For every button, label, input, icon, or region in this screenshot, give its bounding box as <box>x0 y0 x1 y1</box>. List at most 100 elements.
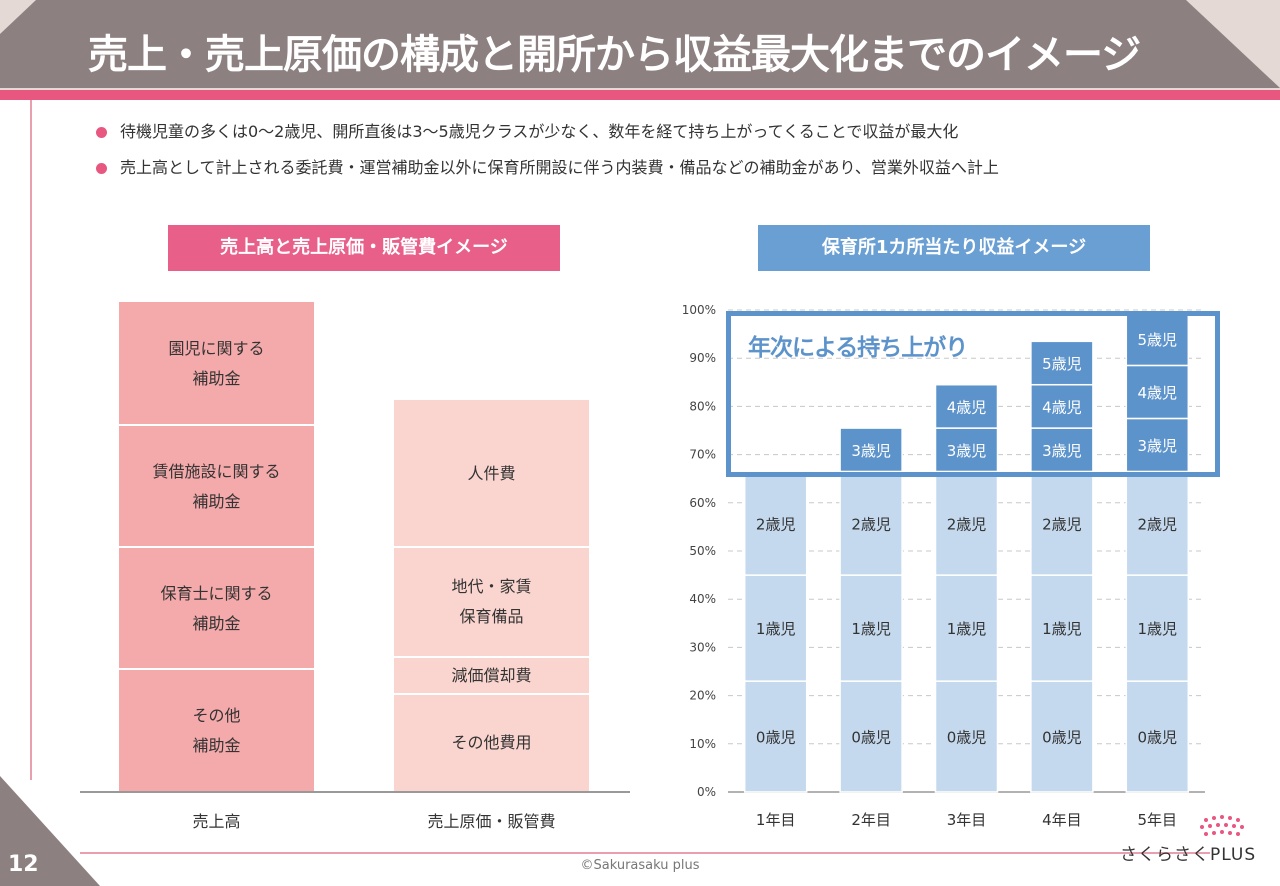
bar-segment <box>1030 680 1094 793</box>
bar-segment <box>934 574 999 682</box>
y-tick-label: 80% <box>689 399 716 413</box>
bar-segment <box>743 470 808 576</box>
data-label: 0歳児 <box>1042 729 1082 747</box>
block-separator <box>394 693 589 695</box>
data-label: 2歳児 <box>947 515 987 533</box>
category-label-cost: 売上原価・販管費 <box>427 812 556 831</box>
right-section-label: 保育所1カ所当たり収益イメージ <box>758 225 1150 271</box>
bullet-text: 待機児童の多くは0～2歳児、開所直後は3～5歳児クラスが少なく、数年を経て持ち上… <box>120 122 959 141</box>
block-separator <box>119 424 314 426</box>
bullet-list: 待機児童の多くは0～2歳児、開所直後は3～5歳児クラスが少なく、数年を経て持ち上… <box>96 120 999 192</box>
revenue-block-staff-subsidy: 保育士に関する 補助金 <box>119 548 314 669</box>
data-label: 0歳児 <box>851 729 891 747</box>
x-tick-label: 4年目 <box>1042 811 1082 829</box>
block-separator <box>394 656 589 658</box>
bar-segment <box>1125 574 1190 682</box>
block-separator <box>394 546 589 548</box>
copyright-text: ©Sakurasaku plus <box>580 858 700 873</box>
revenue-block-other-subsidy: その他 補助金 <box>119 670 314 791</box>
data-label: 2歳児 <box>1138 515 1178 533</box>
data-label: 0歳児 <box>756 729 796 747</box>
y-tick-label: 90% <box>689 351 716 365</box>
cost-block-depreciation: 減価償却費 <box>394 658 589 693</box>
bullet-dot-icon <box>96 127 107 138</box>
revenue-block-childcare-subsidy: 園児に関する 補助金 <box>119 302 314 425</box>
y-tick-label: 10% <box>689 737 716 751</box>
block-separator <box>119 546 314 548</box>
category-label-revenue: 売上高 <box>192 812 241 831</box>
y-tick-label: 40% <box>689 592 716 606</box>
sakura-logo-icon <box>1200 815 1244 836</box>
bullet-item: 売上高として計上される委託費・運営補助金以外に保育所開設に伴う内装費・備品などの… <box>96 156 999 192</box>
cost-block-personnel: 人件費 <box>394 400 589 547</box>
x-tick-label: 1年目 <box>756 811 796 829</box>
header-bar: 売上・売上原価の構成と開所から収益最大化までのイメージ <box>0 0 1280 100</box>
block-label: その他 <box>192 705 241 725</box>
y-tick-label: 70% <box>689 448 716 462</box>
x-tick-label: 2年目 <box>851 811 891 829</box>
block-label: 減価償却費 <box>451 665 532 685</box>
bar-segment <box>1030 574 1094 682</box>
block-label: 保育士に関する <box>160 583 273 603</box>
bullet-item: 待機児童の多くは0～2歳児、開所直後は3～5歳児クラスが少なく、数年を経て持ち上… <box>96 120 999 156</box>
data-label: 0歳児 <box>947 729 987 747</box>
data-label: 1歳児 <box>1042 620 1082 638</box>
header-accent-stripe <box>0 90 1280 100</box>
cost-block-other: その他費用 <box>394 695 589 791</box>
data-label: 2歳児 <box>851 515 891 533</box>
bar-segment <box>934 470 999 576</box>
y-tick-label: 0% <box>697 785 716 799</box>
bullet-text: 売上高として計上される委託費・運営補助金以外に保育所開設に伴う内装費・備品などの… <box>120 158 999 177</box>
data-label: 2歳児 <box>756 515 796 533</box>
y-tick-label: 30% <box>689 640 716 654</box>
left-chart-axis <box>80 791 630 793</box>
block-label: 人件費 <box>467 463 516 483</box>
block-label: 園児に関する <box>168 338 265 358</box>
header-background <box>0 0 1280 100</box>
bar-segment <box>1030 470 1094 576</box>
data-label: 1歳児 <box>851 620 891 638</box>
data-label: 2歳児 <box>1042 515 1082 533</box>
block-label: 補助金 <box>192 368 241 388</box>
bar-segment <box>839 574 903 682</box>
data-label: 1歳児 <box>756 620 796 638</box>
page-number: 12 <box>8 852 39 877</box>
bar-segment <box>743 574 808 682</box>
data-label: 1歳児 <box>1138 620 1178 638</box>
data-label: 1歳児 <box>947 620 987 638</box>
x-tick-label: 5年目 <box>1138 811 1178 829</box>
block-label: 補助金 <box>192 613 241 633</box>
corner-shape <box>0 776 100 886</box>
block-separator <box>119 668 314 670</box>
bar-segment <box>1125 680 1190 793</box>
left-decorative-line <box>30 100 32 780</box>
revenue-block-facility-subsidy: 賃借施設に関する 補助金 <box>119 426 314 547</box>
bar-segment <box>934 680 999 793</box>
bar-segment <box>1125 470 1190 576</box>
page-title: 売上・売上原価の構成と開所から収益最大化までのイメージ <box>88 32 1141 78</box>
data-label: 0歳児 <box>1138 729 1178 747</box>
carryover-highlight-box <box>726 311 1220 477</box>
block-label: 賃借施設に関する <box>152 461 281 481</box>
corner-triangle <box>0 776 100 886</box>
bar-segment <box>839 680 903 793</box>
y-tick-label: 50% <box>689 544 716 558</box>
header-band <box>0 0 1280 88</box>
bar-segment <box>743 680 808 793</box>
y-tick-label: 100% <box>682 303 716 317</box>
x-tick-label: 3年目 <box>947 811 987 829</box>
block-label: 地代・家賃 <box>451 577 532 596</box>
bar-segment <box>839 470 903 576</box>
left-section-label: 売上高と売上原価・販管費イメージ <box>168 225 560 271</box>
carryover-label: 年次による持ち上がり <box>748 335 968 361</box>
company-logo-text: さくらさくPLUS <box>1120 845 1257 865</box>
y-tick-label: 60% <box>689 496 716 510</box>
block-label: 補助金 <box>192 735 241 755</box>
block-label: 保育備品 <box>459 607 524 626</box>
cost-block-rent-equipment: 地代・家賃 保育備品 <box>394 548 589 656</box>
block-label: 補助金 <box>192 491 241 511</box>
y-tick-label: 20% <box>689 689 716 703</box>
bullet-dot-icon <box>96 163 107 174</box>
block-label: その他費用 <box>451 733 532 752</box>
footer-line <box>80 852 1210 854</box>
